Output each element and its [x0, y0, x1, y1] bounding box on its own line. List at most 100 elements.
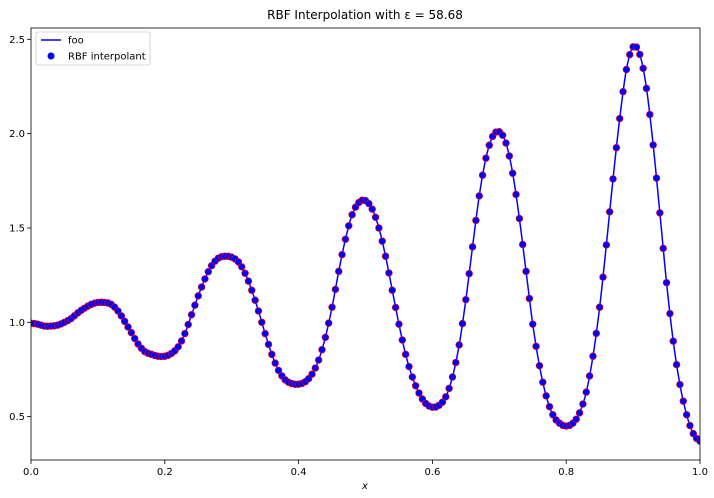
data-layer [31, 43, 700, 445]
axes-frame [30, 27, 701, 461]
rbf-interpolant-point [582, 388, 590, 396]
rbf-interpolant-point [529, 320, 537, 328]
rbf-interpolant-point [411, 382, 420, 390]
rbf-interpolant-point [632, 43, 641, 51]
rbf-interpolant-point [448, 373, 457, 381]
rbf-interpolant-point [251, 296, 259, 304]
rbf-interpolant-point [197, 283, 206, 291]
rbf-interpolant-point [636, 50, 644, 59]
rbf-interpolant-point [672, 360, 681, 369]
rbf-interpolant-point [649, 141, 657, 149]
rbf-interpolant-point [579, 400, 587, 408]
rbf-interpolant-point [458, 319, 467, 328]
rbf-interpolant-point [381, 252, 390, 260]
rbf-interpolant-point [127, 328, 136, 337]
rbf-interpolant-point [589, 352, 597, 360]
rbf-interpolant-point [539, 378, 547, 386]
rbf-interpolant-point [331, 285, 340, 294]
rbf-interpolant-point [177, 337, 186, 345]
legend-entry-rbf-interpolant: RBF interpolant [68, 52, 146, 63]
x-tick-label: 1.0 [692, 467, 708, 478]
rbf-interpolant-point [378, 237, 386, 245]
rbf-interpolant-point [321, 333, 330, 342]
rbf-interpolant-point [391, 303, 400, 312]
rbf-interpolant-point [465, 269, 473, 278]
rbf-interpolant-point [485, 141, 493, 149]
rbf-interpolant-point [395, 320, 403, 328]
y-tick-label: 2.5 [9, 35, 25, 46]
rbf-interpolant-point [505, 152, 514, 160]
rbf-interpolant-point [261, 329, 269, 338]
rbf-interpolant-point [542, 392, 550, 400]
rbf-interpolant-point [194, 292, 202, 300]
rbf-interpolant-point [475, 192, 483, 200]
rbf-interpolant-point [254, 307, 263, 315]
rbf-interpolant-point [120, 317, 129, 326]
legend-marker-swatch [47, 52, 55, 60]
rbf-interpolant-point [442, 393, 450, 401]
rbf-interpolant-point [455, 341, 463, 349]
rbf-interpolant-point [659, 244, 667, 253]
rbf-interpolant-point [174, 343, 182, 351]
rbf-interpolant-point [545, 402, 554, 411]
rbf-interpolant-point [599, 273, 607, 281]
legend-box [35, 31, 151, 66]
rbf-interpolant-point [117, 312, 126, 320]
rbf-interpolant-point [348, 211, 356, 219]
y-tick-label: 1.5 [9, 223, 25, 234]
rbf-interpolant-point [662, 278, 671, 287]
rbf-interpolant-point [187, 311, 196, 319]
rbf-interpolant-point [676, 380, 684, 389]
rbf-interpolant-point [248, 286, 256, 294]
chart-title: RBF Interpolation with ε = 58.68 [267, 8, 463, 22]
legend: foo RBF interpolant [35, 31, 151, 66]
rbf-interpolant-point [368, 205, 376, 213]
rbf-interpolant-point [535, 361, 544, 370]
rbf-interpolant-point [244, 277, 253, 285]
rbf-interpolant-point [519, 240, 527, 249]
rbf-interpolant-point [609, 175, 617, 183]
rbf-interpolant-point [274, 366, 283, 375]
rbf-interpolant-point [191, 301, 199, 309]
rbf-interpolant-point [375, 224, 383, 232]
rbf-interpolant-point [585, 372, 594, 380]
rbf-interpolant-point [616, 114, 624, 123]
rbf-interpolant-point [398, 336, 406, 344]
rbf-interpolant-point [184, 320, 192, 329]
x-tick-label: 0.4 [291, 467, 307, 478]
rbf-interpolant-point [669, 337, 677, 345]
rbf-interpolant-point [311, 364, 320, 372]
y-axis: 0.5 1.0 1.5 2.0 2.5 [9, 35, 31, 423]
series-line-foo [31, 45, 700, 442]
rbf-interpolant-point [258, 318, 266, 326]
rbf-interpolant-point [241, 269, 249, 277]
rbf-interpolant-point [462, 295, 470, 304]
rbf-interpolant-point [445, 384, 453, 393]
rbf-interpolant-point [642, 84, 651, 93]
rbf-interpolant-point [639, 64, 647, 73]
rbf-interpolant-point [508, 169, 517, 177]
rbf-interpolant-point [592, 329, 600, 338]
x-tick-label: 0.6 [424, 467, 440, 478]
rbf-interpolant-point [468, 243, 477, 251]
rbf-interpolant-point [656, 209, 664, 217]
rbf-interpolant-point [682, 411, 691, 419]
rbf-interpolant-point [532, 342, 540, 351]
rbf-interpolant-point [478, 171, 487, 179]
rbf-interpolant-point [575, 409, 584, 417]
y-tick-label: 2.0 [9, 129, 25, 140]
rbf-interpolant-point [415, 389, 423, 397]
x-axis-label: x [361, 481, 368, 492]
rbf-interpolant-point [335, 267, 343, 276]
rbf-interpolant-point [130, 334, 139, 343]
rbf-interpolant-point [549, 411, 557, 419]
rbf-interpolant-point [612, 143, 621, 152]
rbf-interpolant-point [341, 235, 350, 243]
rbf-interpolant-point [338, 250, 346, 259]
rbf-interpolant-point [365, 199, 373, 208]
y-tick-label: 0.5 [9, 412, 25, 423]
rbf-interpolant-point [482, 154, 490, 162]
rbf-interpolant-point [652, 174, 661, 182]
rbf-interpolant-point [512, 190, 520, 199]
